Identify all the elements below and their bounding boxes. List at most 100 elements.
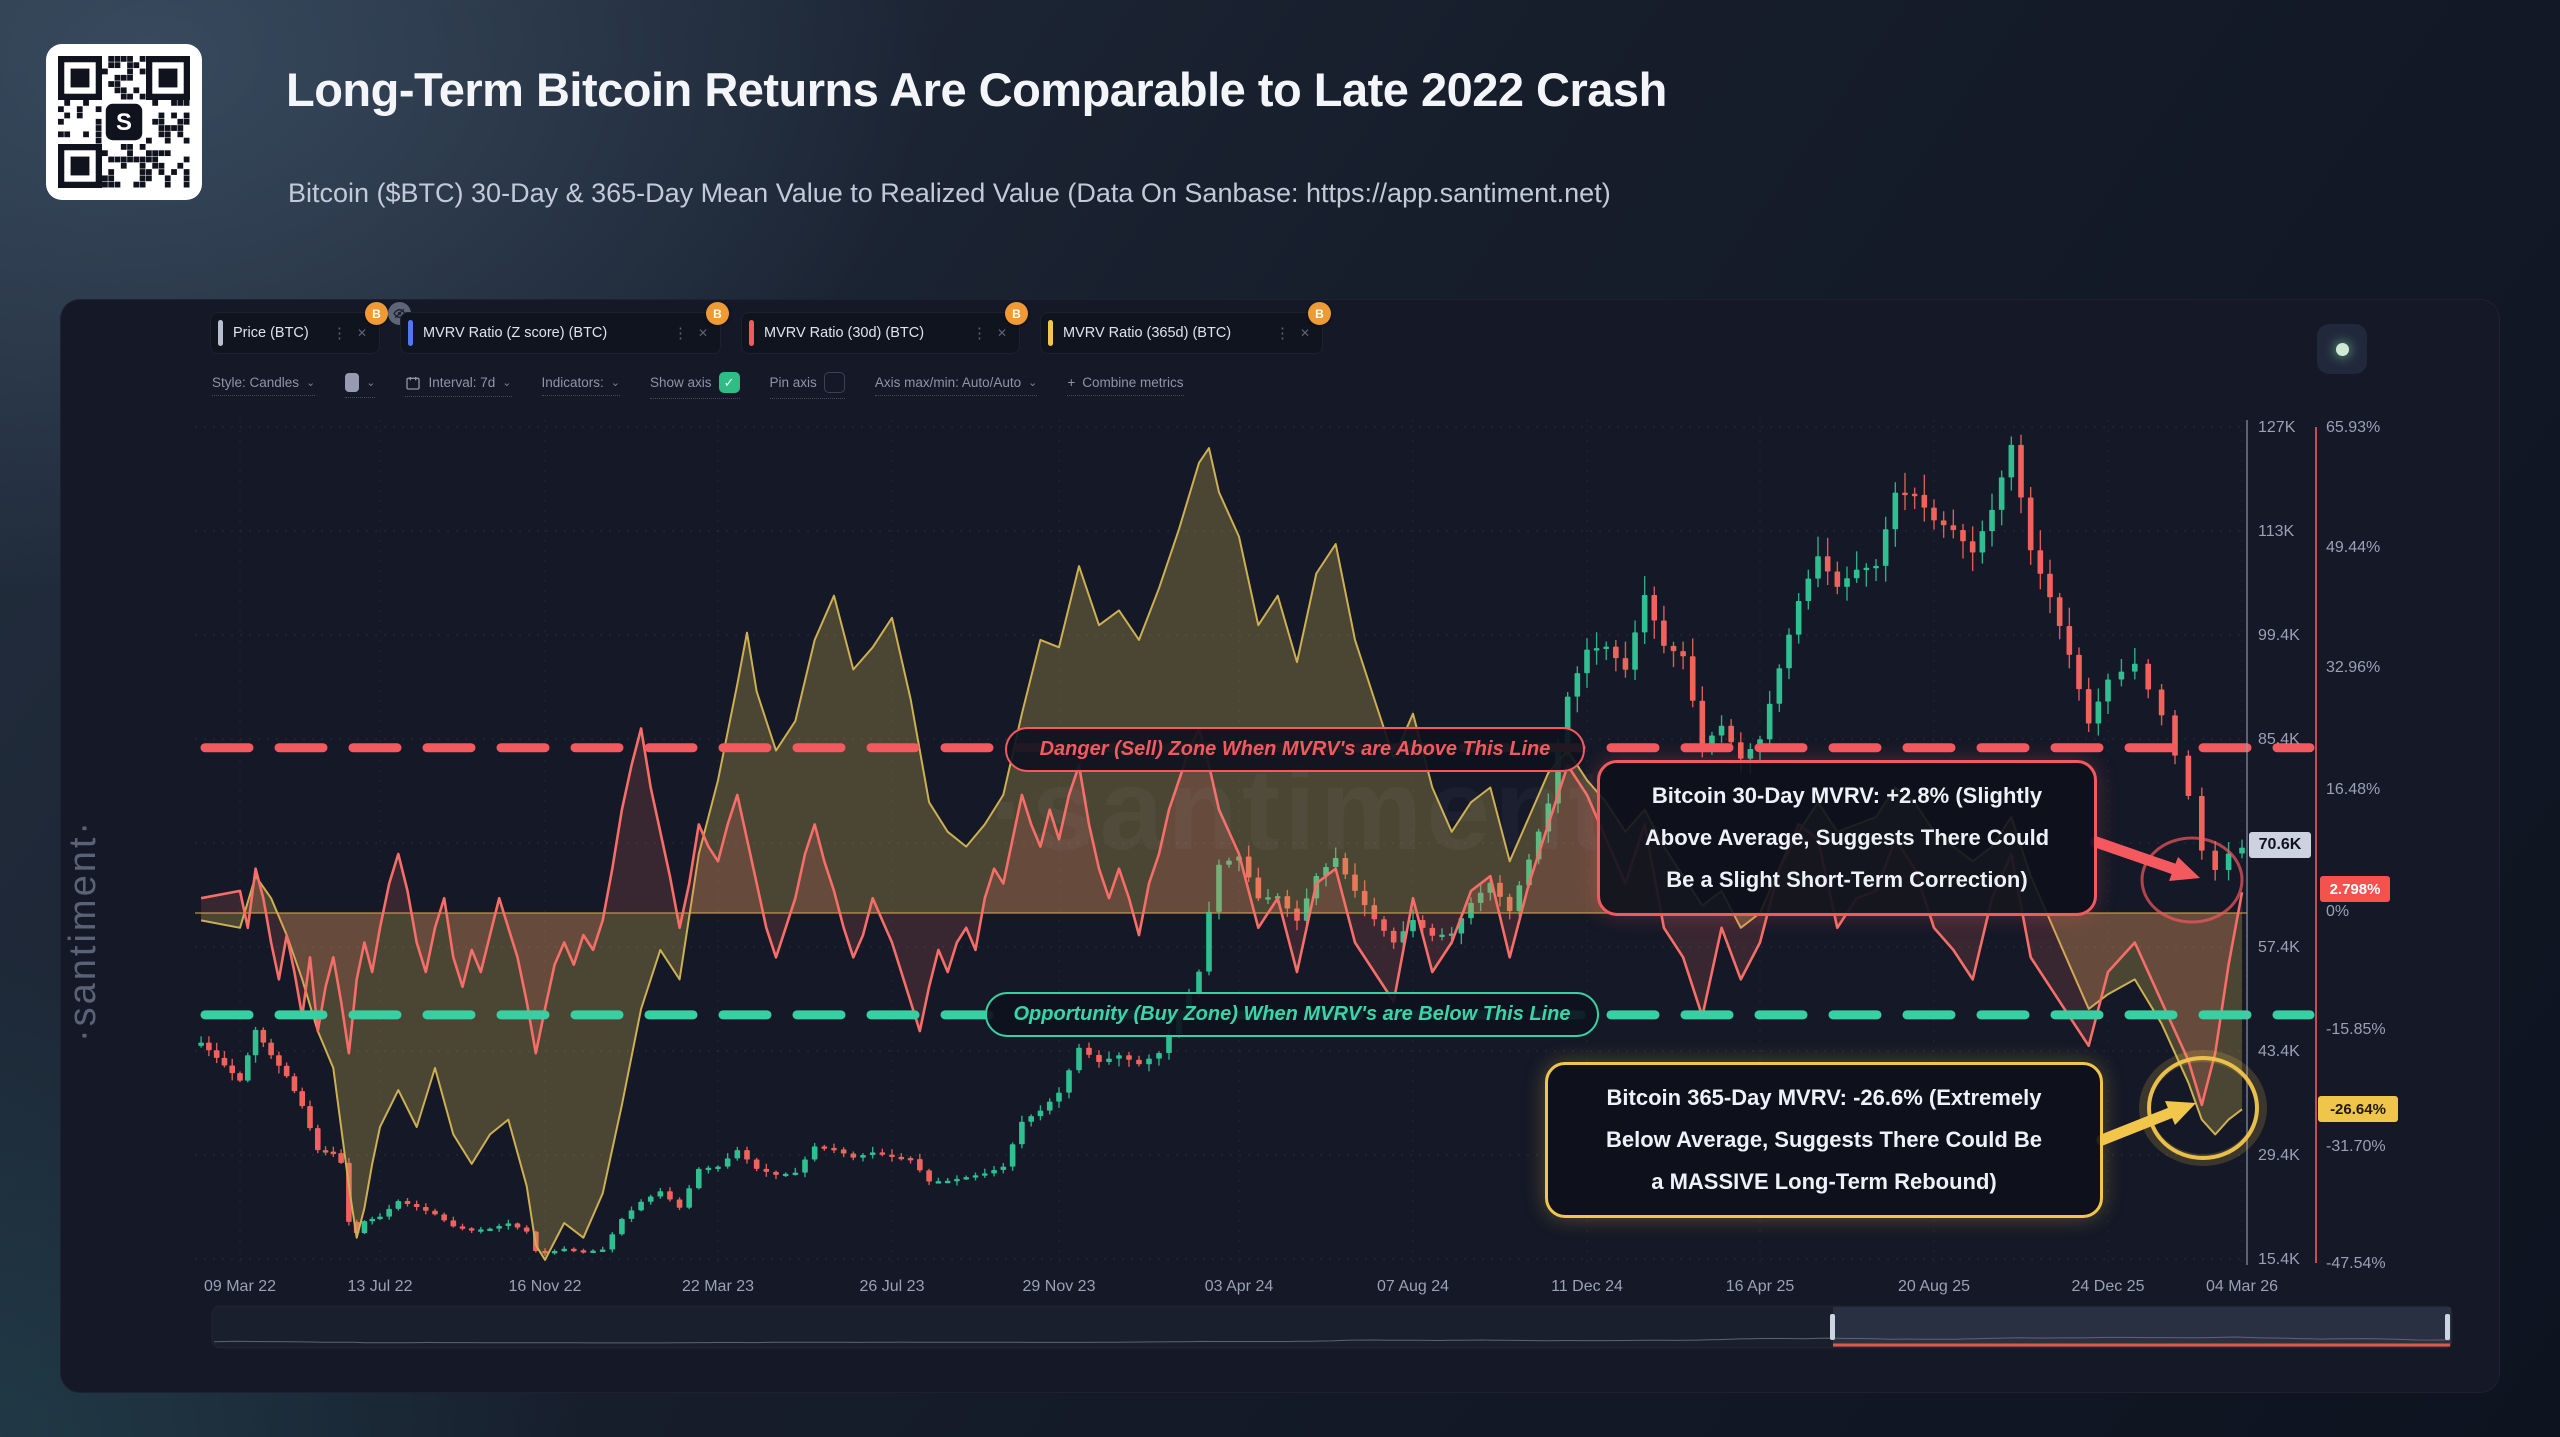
qr-code-image: S <box>58 56 190 188</box>
scrubber-selected-range[interactable] <box>1833 1307 2451 1347</box>
svg-text:29.4K: 29.4K <box>2258 1147 2300 1164</box>
svg-text:04 Mar 26: 04 Mar 26 <box>2206 1278 2278 1295</box>
close-icon[interactable]: ✕ <box>996 326 1007 340</box>
green-dot-icon <box>2335 342 2349 356</box>
interval-label: Interval: 7d <box>428 375 496 390</box>
mvrv30-highlight-circle <box>2140 836 2244 924</box>
red-arrow-head <box>2169 857 2200 881</box>
color-swatch-selector[interactable]: ⌄ <box>345 373 376 398</box>
close-icon[interactable]: ✕ <box>356 326 367 340</box>
svg-text:43.4K: 43.4K <box>2258 1043 2300 1060</box>
svg-text:16.48%: 16.48% <box>2326 781 2380 798</box>
b-badge: B <box>1308 302 1331 325</box>
tab-accent-bar <box>218 320 223 346</box>
svg-text:26 Jul 23: 26 Jul 23 <box>860 1278 925 1295</box>
svg-text:11 Dec 24: 11 Dec 24 <box>1551 1278 1623 1295</box>
axis-minmax-selector[interactable]: Axis max/min: Auto/Auto ⌄ <box>874 375 1038 396</box>
page-subtitle: Bitcoin ($BTC) 30-Day & 365-Day Mean Val… <box>288 178 1611 208</box>
tab-mvrv-30d[interactable]: MVRV Ratio (30d) (BTC) ⋮ ✕ B <box>741 302 1028 354</box>
chevron-down-icon: ⌄ <box>306 377 316 389</box>
svg-text:20 Aug 25: 20 Aug 25 <box>1898 1278 1970 1295</box>
svg-text:-15.85%: -15.85% <box>2326 1021 2386 1038</box>
tab-price-btc[interactable]: Price (BTC) ⋮ ✕ B <box>210 302 411 354</box>
tab-mvrv-365d[interactable]: MVRV Ratio (365d) (BTC) ⋮ ✕ B <box>1040 302 1331 354</box>
price-candles <box>198 434 2245 1256</box>
svg-text:85.4K: 85.4K <box>2258 731 2300 748</box>
mvrv365-callout: Bitcoin 365-Day MVRV: -26.6% (Extremely … <box>1545 1062 2103 1218</box>
combine-metrics-button[interactable]: + Combine metrics <box>1067 375 1184 396</box>
buy-zone-pill: Opportunity (Buy Zone) When MVRV's are B… <box>985 992 1599 1037</box>
tab-label: MVRV Ratio (365d) (BTC) <box>1063 325 1232 341</box>
santiment-side-watermark: ·santiment· <box>62 818 104 1042</box>
svg-text:29 Nov 23: 29 Nov 23 <box>1023 1278 1096 1295</box>
svg-text:49.44%: 49.44% <box>2326 539 2380 556</box>
calendar-icon <box>406 376 421 390</box>
svg-text:65.93%: 65.93% <box>2326 419 2380 436</box>
mvrv30-line <box>200 727 2244 1107</box>
menu-dots-icon[interactable]: ⋮ <box>1274 325 1290 342</box>
show-axis-toggle[interactable]: Show axis ✓ <box>650 372 740 399</box>
checkbox-checked-icon[interactable]: ✓ <box>718 372 740 393</box>
menu-dots-icon[interactable]: ⋮ <box>971 325 987 342</box>
indicators-selector[interactable]: Indicators: ⌄ <box>541 375 620 396</box>
svg-text:-31.70%: -31.70% <box>2326 1138 2386 1155</box>
svg-text:03 Apr 24: 03 Apr 24 <box>1205 1278 1274 1295</box>
b-badge: B <box>365 302 388 325</box>
interval-selector[interactable]: Interval: 7d ⌄ <box>405 375 512 397</box>
scrubber-right-handle[interactable] <box>2445 1314 2450 1340</box>
yellow-arrow-head <box>2165 1101 2196 1125</box>
chevron-down-icon: ⌄ <box>610 377 620 389</box>
svg-text:22 Mar 23: 22 Mar 23 <box>682 1278 754 1295</box>
tab-mvrv-zscore[interactable]: MVRV Ratio (Z score) (BTC) ⋮ ✕ B <box>400 302 729 354</box>
svg-text:-47.54%: -47.54% <box>2326 1255 2386 1272</box>
last-price-badge: 70.6K <box>2249 832 2311 858</box>
chevron-down-icon: ⌄ <box>366 377 376 389</box>
close-icon[interactable]: ✕ <box>1299 326 1310 340</box>
callout-line: a MASSIVE Long-Term Rebound) <box>1651 1169 1997 1194</box>
scrubber-left-handle[interactable] <box>1830 1314 1835 1340</box>
svg-text:16 Apr 25: 16 Apr 25 <box>1726 1278 1795 1295</box>
svg-text:09 Mar 22: 09 Mar 22 <box>204 1278 276 1295</box>
callout-line: Above Average, Suggests There Could <box>1644 825 2050 850</box>
checkbox-unchecked-icon[interactable] <box>823 372 845 393</box>
menu-dots-icon[interactable]: ⋮ <box>331 325 347 342</box>
svg-text:15.4K: 15.4K <box>2258 1251 2300 1268</box>
mvrv365-highlight-circle <box>2147 1056 2259 1160</box>
style-selector[interactable]: Style: Candles ⌄ <box>212 375 316 396</box>
qr-code: S <box>46 44 202 200</box>
b-badge: B <box>706 302 729 325</box>
axis-minmax-label: Axis max/min: Auto/Auto <box>874 375 1022 390</box>
tab-accent-bar <box>1048 320 1053 346</box>
danger-zone-pill: Danger (Sell) Zone When MVRV's are Above… <box>1005 727 1585 772</box>
combine-metrics-label: Combine metrics <box>1082 375 1184 390</box>
callout-line: Be a Slight Short-Term Correction) <box>1666 867 2028 892</box>
tab-label: Price (BTC) <box>233 325 309 341</box>
mvrv365-value-badge: -26.64% <box>2318 1096 2398 1122</box>
yellow-arrow <box>2096 1107 2176 1146</box>
time-range-scrubber[interactable] <box>211 1305 2453 1349</box>
live-status-button[interactable] <box>2317 324 2367 374</box>
chevron-down-icon: ⌄ <box>1028 377 1038 389</box>
metric-tabs: Price (BTC) ⋮ ✕ B MVRV Ratio (Z score) (… <box>210 302 1331 354</box>
axis-tick-labels: 127K 113K 99.4K 85.4K 57.4K 43.4K 29.4K 15.4K 65… <box>204 419 2386 1295</box>
mvrv30-value-badge: 2.798% <box>2320 876 2390 902</box>
pin-axis-toggle[interactable]: Pin axis <box>769 372 845 399</box>
close-icon[interactable]: ✕ <box>697 326 708 340</box>
callout-line: Bitcoin 30-Day MVRV: +2.8% (Slightly <box>1651 783 2043 808</box>
show-axis-label: Show axis <box>650 375 712 390</box>
svg-text:S: S <box>116 109 132 136</box>
page-title: Long-Term Bitcoin Returns Are Comparable… <box>286 63 1667 116</box>
tab-label: MVRV Ratio (30d) (BTC) <box>764 325 925 341</box>
svg-text:07 Aug 24: 07 Aug 24 <box>1377 1278 1449 1295</box>
svg-text:99.4K: 99.4K <box>2258 627 2300 644</box>
chart-toolbar: Style: Candles ⌄ ⌄ Interval: 7d ⌄ Indica… <box>212 372 1184 399</box>
callout-line: Below Average, Suggests There Could Be <box>1605 1127 2043 1152</box>
menu-dots-icon[interactable]: ⋮ <box>672 325 688 342</box>
svg-text:57.4K: 57.4K <box>2258 939 2300 956</box>
b-badge: B <box>1005 302 1028 325</box>
chevron-down-icon: ⌄ <box>502 377 512 389</box>
plus-icon: + <box>1067 375 1076 390</box>
svg-text:16 Nov 22: 16 Nov 22 <box>509 1278 582 1295</box>
